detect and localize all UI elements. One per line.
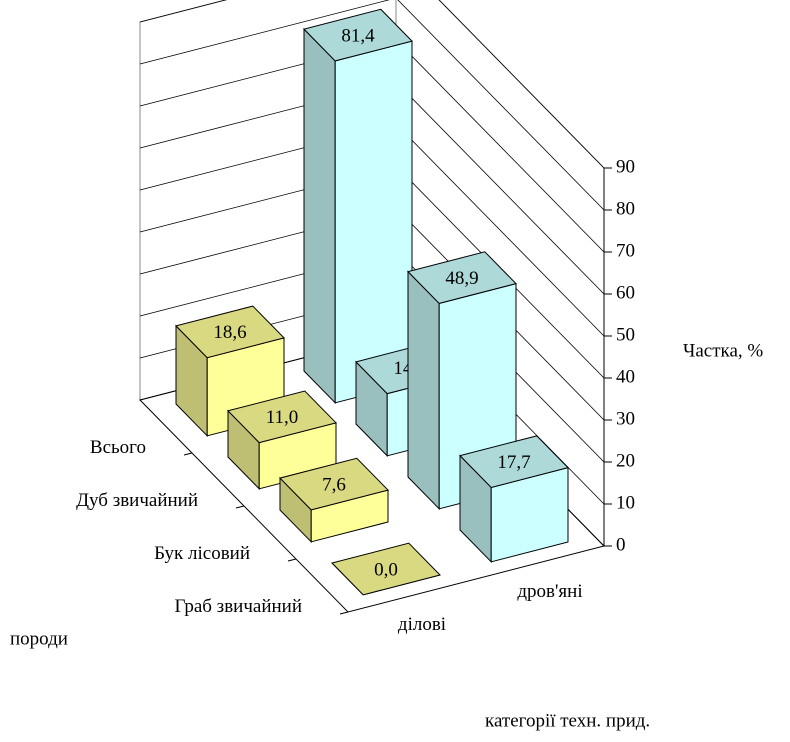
bar-top bbox=[303, 8, 413, 62]
category-tick bbox=[287, 558, 297, 562]
y-axis-title: Частка, % bbox=[683, 340, 763, 361]
category-label: Граб звичайний bbox=[175, 596, 302, 617]
series-axis-title: категорії техн. прид. bbox=[485, 710, 650, 731]
value-label: 48,9 bbox=[445, 268, 478, 289]
value-label: 81,4 bbox=[341, 25, 375, 46]
bar bbox=[459, 435, 569, 564]
grid-line bbox=[139, 0, 605, 169]
bar-top bbox=[279, 457, 389, 511]
bar bbox=[303, 8, 413, 405]
value-label: 18,6 bbox=[213, 322, 246, 343]
bar bbox=[331, 542, 441, 596]
category-tick bbox=[183, 452, 193, 456]
y-tick-label: 80 bbox=[616, 198, 635, 219]
category-label: Всього bbox=[90, 437, 146, 458]
y-tick-label: 60 bbox=[616, 282, 635, 303]
y-tick-label: 90 bbox=[616, 156, 635, 177]
category-tick bbox=[339, 611, 349, 615]
bar-side bbox=[407, 270, 440, 511]
y-tick-label: 70 bbox=[616, 240, 635, 261]
category-tick bbox=[235, 505, 245, 509]
y-tick-label: 40 bbox=[616, 366, 635, 387]
series-label: дров'яні bbox=[517, 581, 582, 602]
bar-top bbox=[407, 251, 517, 304]
value-label: 11,0 bbox=[266, 407, 299, 428]
bar-top bbox=[459, 435, 569, 489]
bar-top bbox=[175, 305, 285, 359]
bar-top bbox=[227, 390, 337, 444]
value-label: 17,7 bbox=[497, 452, 530, 473]
grid-line bbox=[139, 0, 605, 211]
category-label: Бук лісовий bbox=[154, 543, 250, 564]
y-tick-label: 10 bbox=[616, 492, 635, 513]
bar-top bbox=[331, 542, 441, 596]
y-tick-label: 50 bbox=[616, 324, 635, 345]
y-tick-label: 20 bbox=[616, 450, 635, 471]
bar-front bbox=[334, 40, 413, 404]
bar bbox=[279, 457, 389, 544]
y-tick-label: 30 bbox=[616, 408, 635, 429]
series-label: ділові bbox=[398, 614, 446, 635]
x-axis-title: породи bbox=[10, 628, 68, 649]
y-tick-label: 0 bbox=[616, 534, 626, 555]
bar-side bbox=[303, 27, 336, 405]
value-label: 0,0 bbox=[374, 559, 398, 580]
value-label: 7,6 bbox=[322, 474, 346, 495]
category-label: Дуб звичайний bbox=[76, 490, 198, 511]
